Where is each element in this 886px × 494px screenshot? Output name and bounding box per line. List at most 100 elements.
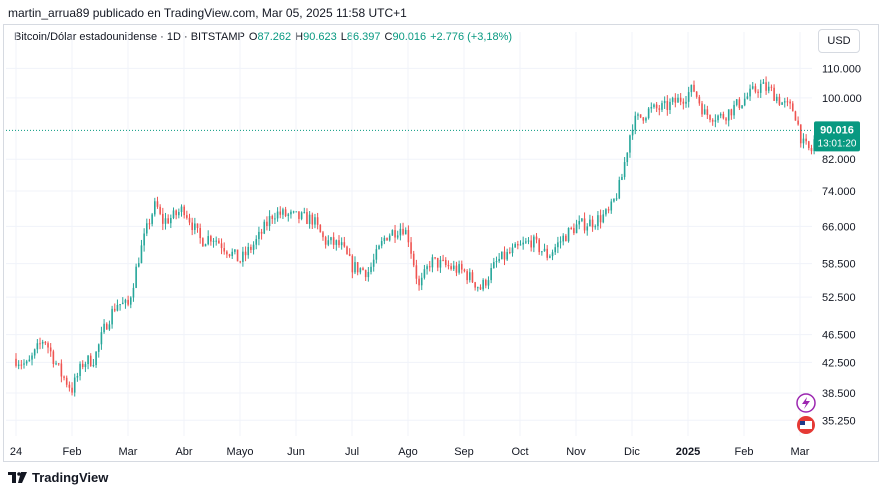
tradingview-logo-icon bbox=[8, 472, 27, 483]
candle-body bbox=[757, 91, 759, 93]
candle-body bbox=[583, 218, 586, 231]
chart-frame bbox=[3, 24, 879, 462]
candle-body bbox=[578, 220, 581, 225]
y-tick-label: 74.000 bbox=[822, 186, 856, 198]
candle-body bbox=[186, 215, 188, 218]
currency-button[interactable]: USD bbox=[818, 29, 860, 53]
candle-body bbox=[466, 271, 468, 281]
candle-body bbox=[749, 88, 751, 97]
candle-body bbox=[535, 236, 538, 240]
candle-body bbox=[255, 239, 258, 245]
candle-body bbox=[218, 240, 220, 244]
candle-body bbox=[575, 224, 578, 234]
candle-body bbox=[407, 230, 410, 243]
y-tick-label: 100.000 bbox=[822, 93, 862, 105]
candle-body bbox=[794, 111, 797, 121]
candle-body bbox=[116, 304, 119, 311]
candle-body bbox=[57, 363, 60, 365]
candle-body bbox=[626, 152, 629, 163]
candle-body bbox=[717, 115, 719, 121]
candle-body bbox=[759, 83, 762, 93]
candle-body bbox=[655, 104, 658, 109]
candle-body bbox=[685, 101, 687, 104]
candle-body bbox=[463, 269, 466, 272]
candle-body bbox=[327, 240, 330, 245]
candle-body bbox=[743, 98, 746, 106]
candle-body bbox=[439, 259, 442, 268]
candle-body bbox=[693, 84, 695, 92]
candle-body bbox=[751, 86, 754, 89]
candle-body bbox=[786, 101, 789, 103]
x-tick-label: Jun bbox=[287, 446, 305, 458]
candle-body bbox=[17, 364, 20, 366]
candle-body bbox=[383, 237, 386, 242]
candle-body bbox=[388, 235, 391, 241]
candle-body bbox=[140, 245, 143, 264]
tradingview-brand: TradingView bbox=[32, 470, 109, 485]
candle-body bbox=[546, 248, 548, 258]
candle-body bbox=[15, 358, 17, 366]
candle-body bbox=[458, 264, 460, 273]
candle-body bbox=[754, 86, 757, 92]
candle-body bbox=[543, 248, 546, 252]
candle-body bbox=[719, 114, 722, 116]
open-label: O bbox=[248, 31, 258, 43]
candle-body bbox=[367, 271, 370, 278]
candle-body bbox=[538, 239, 540, 253]
candle-body bbox=[252, 244, 255, 250]
candle-body bbox=[476, 287, 479, 289]
candle-body bbox=[250, 246, 252, 250]
candle-body bbox=[490, 268, 492, 281]
candle-body bbox=[194, 223, 196, 230]
candle-body bbox=[687, 92, 690, 102]
candle-body bbox=[404, 230, 407, 235]
candle-body bbox=[447, 264, 450, 267]
candle-body bbox=[525, 241, 527, 243]
candle-body bbox=[124, 299, 127, 303]
candle-body bbox=[375, 249, 378, 260]
candle-body bbox=[119, 304, 121, 306]
candle-body bbox=[351, 255, 354, 273]
price-tag-value: 90.016 bbox=[820, 124, 854, 136]
candle-body bbox=[674, 97, 677, 103]
candle-body bbox=[284, 209, 287, 216]
candle-body bbox=[551, 252, 554, 257]
us-flag-stripes-icon bbox=[800, 421, 812, 429]
symbol-legend: Bitcoin/Dólar estadounidense · 1D · BITS… bbox=[14, 31, 512, 43]
candle-body bbox=[783, 101, 786, 103]
candle-body bbox=[121, 302, 124, 305]
candle-body bbox=[346, 246, 348, 255]
candle-body bbox=[223, 248, 226, 252]
candle-body bbox=[791, 103, 794, 112]
candle-body bbox=[105, 323, 108, 330]
candle-body bbox=[319, 224, 322, 233]
candle-body bbox=[658, 108, 661, 110]
candle-body bbox=[615, 198, 618, 200]
candle-body bbox=[151, 214, 153, 224]
candle-body bbox=[364, 270, 367, 278]
candle-body bbox=[354, 262, 356, 273]
x-tick-label: Abr bbox=[175, 446, 192, 458]
candle-body bbox=[396, 235, 399, 238]
candle-body bbox=[202, 238, 204, 247]
low-label: L bbox=[340, 31, 347, 43]
candle-body bbox=[204, 244, 207, 247]
candle-body bbox=[314, 217, 316, 225]
tradingview-logo[interactable]: TradingView bbox=[8, 470, 108, 485]
candle-body bbox=[775, 96, 778, 101]
candle-body bbox=[92, 365, 95, 367]
candle-body bbox=[108, 324, 111, 330]
candle-body bbox=[586, 226, 589, 231]
candle-body bbox=[226, 251, 228, 255]
y-tick-label: 38.500 bbox=[822, 388, 856, 400]
candle-body bbox=[642, 117, 645, 121]
candle-body bbox=[156, 201, 159, 207]
candle-body bbox=[434, 257, 436, 259]
candle-body bbox=[236, 249, 239, 262]
candle-body bbox=[28, 359, 31, 362]
candle-body bbox=[20, 364, 23, 366]
candle-body bbox=[594, 226, 597, 228]
candle-body bbox=[399, 228, 402, 236]
candle-body bbox=[175, 210, 177, 216]
